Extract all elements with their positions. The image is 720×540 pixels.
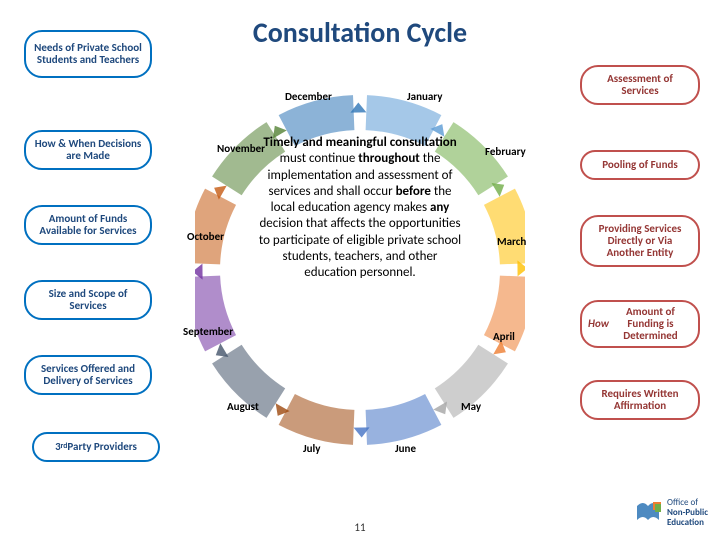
ring-arrow-7 — [216, 343, 229, 357]
right-pill-3: How Amount of Funding is Determined — [580, 300, 700, 348]
left-pill-2: Amount of Funds Available for Services — [24, 205, 152, 245]
ring-arrow-1 — [492, 183, 505, 197]
month-november: November — [217, 142, 265, 155]
month-april: April — [493, 330, 515, 343]
month-january: January — [407, 90, 442, 103]
page-title: Consultation Cycle — [195, 15, 525, 50]
left-pill-0: Needs of Private School Students and Tea… — [24, 30, 152, 78]
center-paragraph: Timely and meaningful consultation must … — [255, 135, 465, 281]
month-march: March — [497, 235, 526, 248]
logo-line3: Education — [667, 518, 708, 528]
office-logo: Office of Non-Public Education — [635, 498, 708, 528]
left-pill-1: How & When Decisions are Made — [24, 130, 152, 170]
month-october: October — [187, 230, 224, 243]
ring-segment-2 — [484, 189, 525, 265]
left-pill-4: Services Offered and Delivery of Service… — [24, 355, 152, 395]
ring-segment-8 — [195, 276, 236, 352]
month-february: February — [485, 145, 526, 158]
ring-arrow-4 — [433, 402, 447, 415]
right-pill-4: Requires Written Affirmation — [580, 380, 700, 420]
left-pill-3: Size and Scope of Services — [24, 280, 152, 320]
month-december: December — [285, 90, 332, 103]
ring-segment-6 — [279, 394, 355, 445]
right-pill-1: Pooling of Funds — [580, 150, 700, 180]
ring-segment-5 — [366, 394, 442, 445]
month-july: July — [303, 442, 320, 455]
month-june: June — [395, 442, 416, 455]
ring-segment-9 — [195, 189, 236, 265]
cycle-diagram: Timely and meaningful consultation must … — [195, 80, 525, 460]
month-may: May — [461, 400, 481, 413]
month-august: August — [227, 400, 259, 413]
month-september: September — [183, 325, 233, 338]
right-pill-0: Assessment of Services — [580, 65, 700, 105]
page-number: 11 — [0, 521, 720, 534]
right-pill-2: Providing Services Directly or Via Anoth… — [580, 215, 700, 267]
book-icon — [635, 500, 661, 526]
left-pill-5: 3rd Party Providers — [32, 432, 160, 462]
